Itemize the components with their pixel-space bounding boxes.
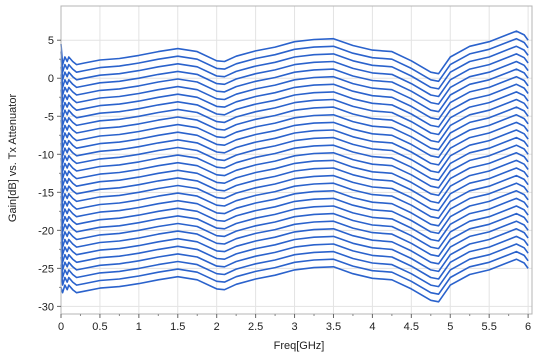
x-tick-label: 5.5 bbox=[482, 321, 497, 333]
plot-frame bbox=[60, 5, 533, 315]
gain-series-line bbox=[60, 182, 529, 227]
y-tick-label: -25 bbox=[38, 263, 54, 275]
y-tick-label: -15 bbox=[38, 187, 54, 199]
y-tick-label: -5 bbox=[44, 111, 54, 123]
y-tick-label: 0 bbox=[48, 73, 54, 85]
gain-series-line bbox=[60, 159, 529, 204]
gain-series-line bbox=[60, 121, 529, 166]
x-tick-label: 5 bbox=[447, 321, 453, 333]
gain-series-line bbox=[60, 228, 529, 273]
gain-series-line bbox=[60, 129, 529, 174]
gain-series-line bbox=[60, 205, 529, 250]
gain-series-line bbox=[60, 220, 529, 265]
gain-series-line bbox=[60, 75, 529, 121]
x-tick-label: 3 bbox=[291, 321, 297, 333]
x-tick-label: 0 bbox=[58, 321, 64, 333]
series-group bbox=[60, 30, 529, 303]
y-tick-label: -30 bbox=[38, 301, 54, 313]
y-tick-label: -10 bbox=[38, 149, 54, 161]
gain-series-line bbox=[60, 136, 529, 181]
x-tick-label: 0.5 bbox=[92, 321, 107, 333]
gain-series-line bbox=[60, 235, 529, 280]
grid bbox=[60, 6, 532, 314]
gain-series-line bbox=[60, 68, 529, 113]
axes: 0 0.5 1 1.5 2 2.5 3 3.5 4 4.5 5 5.5 6 -30 -25 -20 -15 -10… bbox=[38, 35, 531, 333]
gain-series-line bbox=[60, 45, 529, 90]
x-tick-label: 2 bbox=[214, 321, 220, 333]
gain-series-line bbox=[60, 60, 529, 105]
gain-series-line bbox=[60, 91, 529, 136]
gain-series-line bbox=[60, 98, 529, 143]
gain-series-line bbox=[60, 258, 529, 303]
x-tick-label: 1 bbox=[136, 321, 142, 333]
gain-series-line bbox=[60, 190, 529, 235]
gain-series-line bbox=[60, 152, 529, 197]
x-tick-label: 4 bbox=[369, 321, 375, 333]
gain-series-line bbox=[60, 53, 529, 98]
y-tick-label: 5 bbox=[48, 35, 54, 47]
gain-series-line bbox=[60, 197, 529, 242]
x-tick-label: 1.5 bbox=[170, 321, 185, 333]
y-axis-label: Gain[dB] vs. Tx Attenuator bbox=[7, 94, 19, 223]
x-tick-label: 3.5 bbox=[326, 321, 341, 333]
gain-series-line bbox=[60, 250, 529, 295]
x-tick-label: 2.5 bbox=[248, 321, 263, 333]
gain-series-line bbox=[60, 106, 529, 151]
gain-series-line bbox=[60, 243, 529, 288]
gain-series-line bbox=[60, 212, 529, 257]
gain-series-line bbox=[60, 30, 529, 75]
x-tick-label: 4.5 bbox=[404, 321, 419, 333]
gain-series-line bbox=[60, 37, 529, 83]
gain-series-line bbox=[60, 114, 529, 159]
x-tick-label: 6 bbox=[525, 321, 531, 333]
gain-series-line bbox=[60, 174, 529, 219]
gain-series-line bbox=[60, 167, 529, 212]
y-tick-label: -20 bbox=[38, 225, 54, 237]
x-axis-label: Freq[GHz] bbox=[274, 340, 325, 352]
gain-series-line bbox=[60, 83, 529, 128]
gain-series-line bbox=[60, 144, 529, 189]
